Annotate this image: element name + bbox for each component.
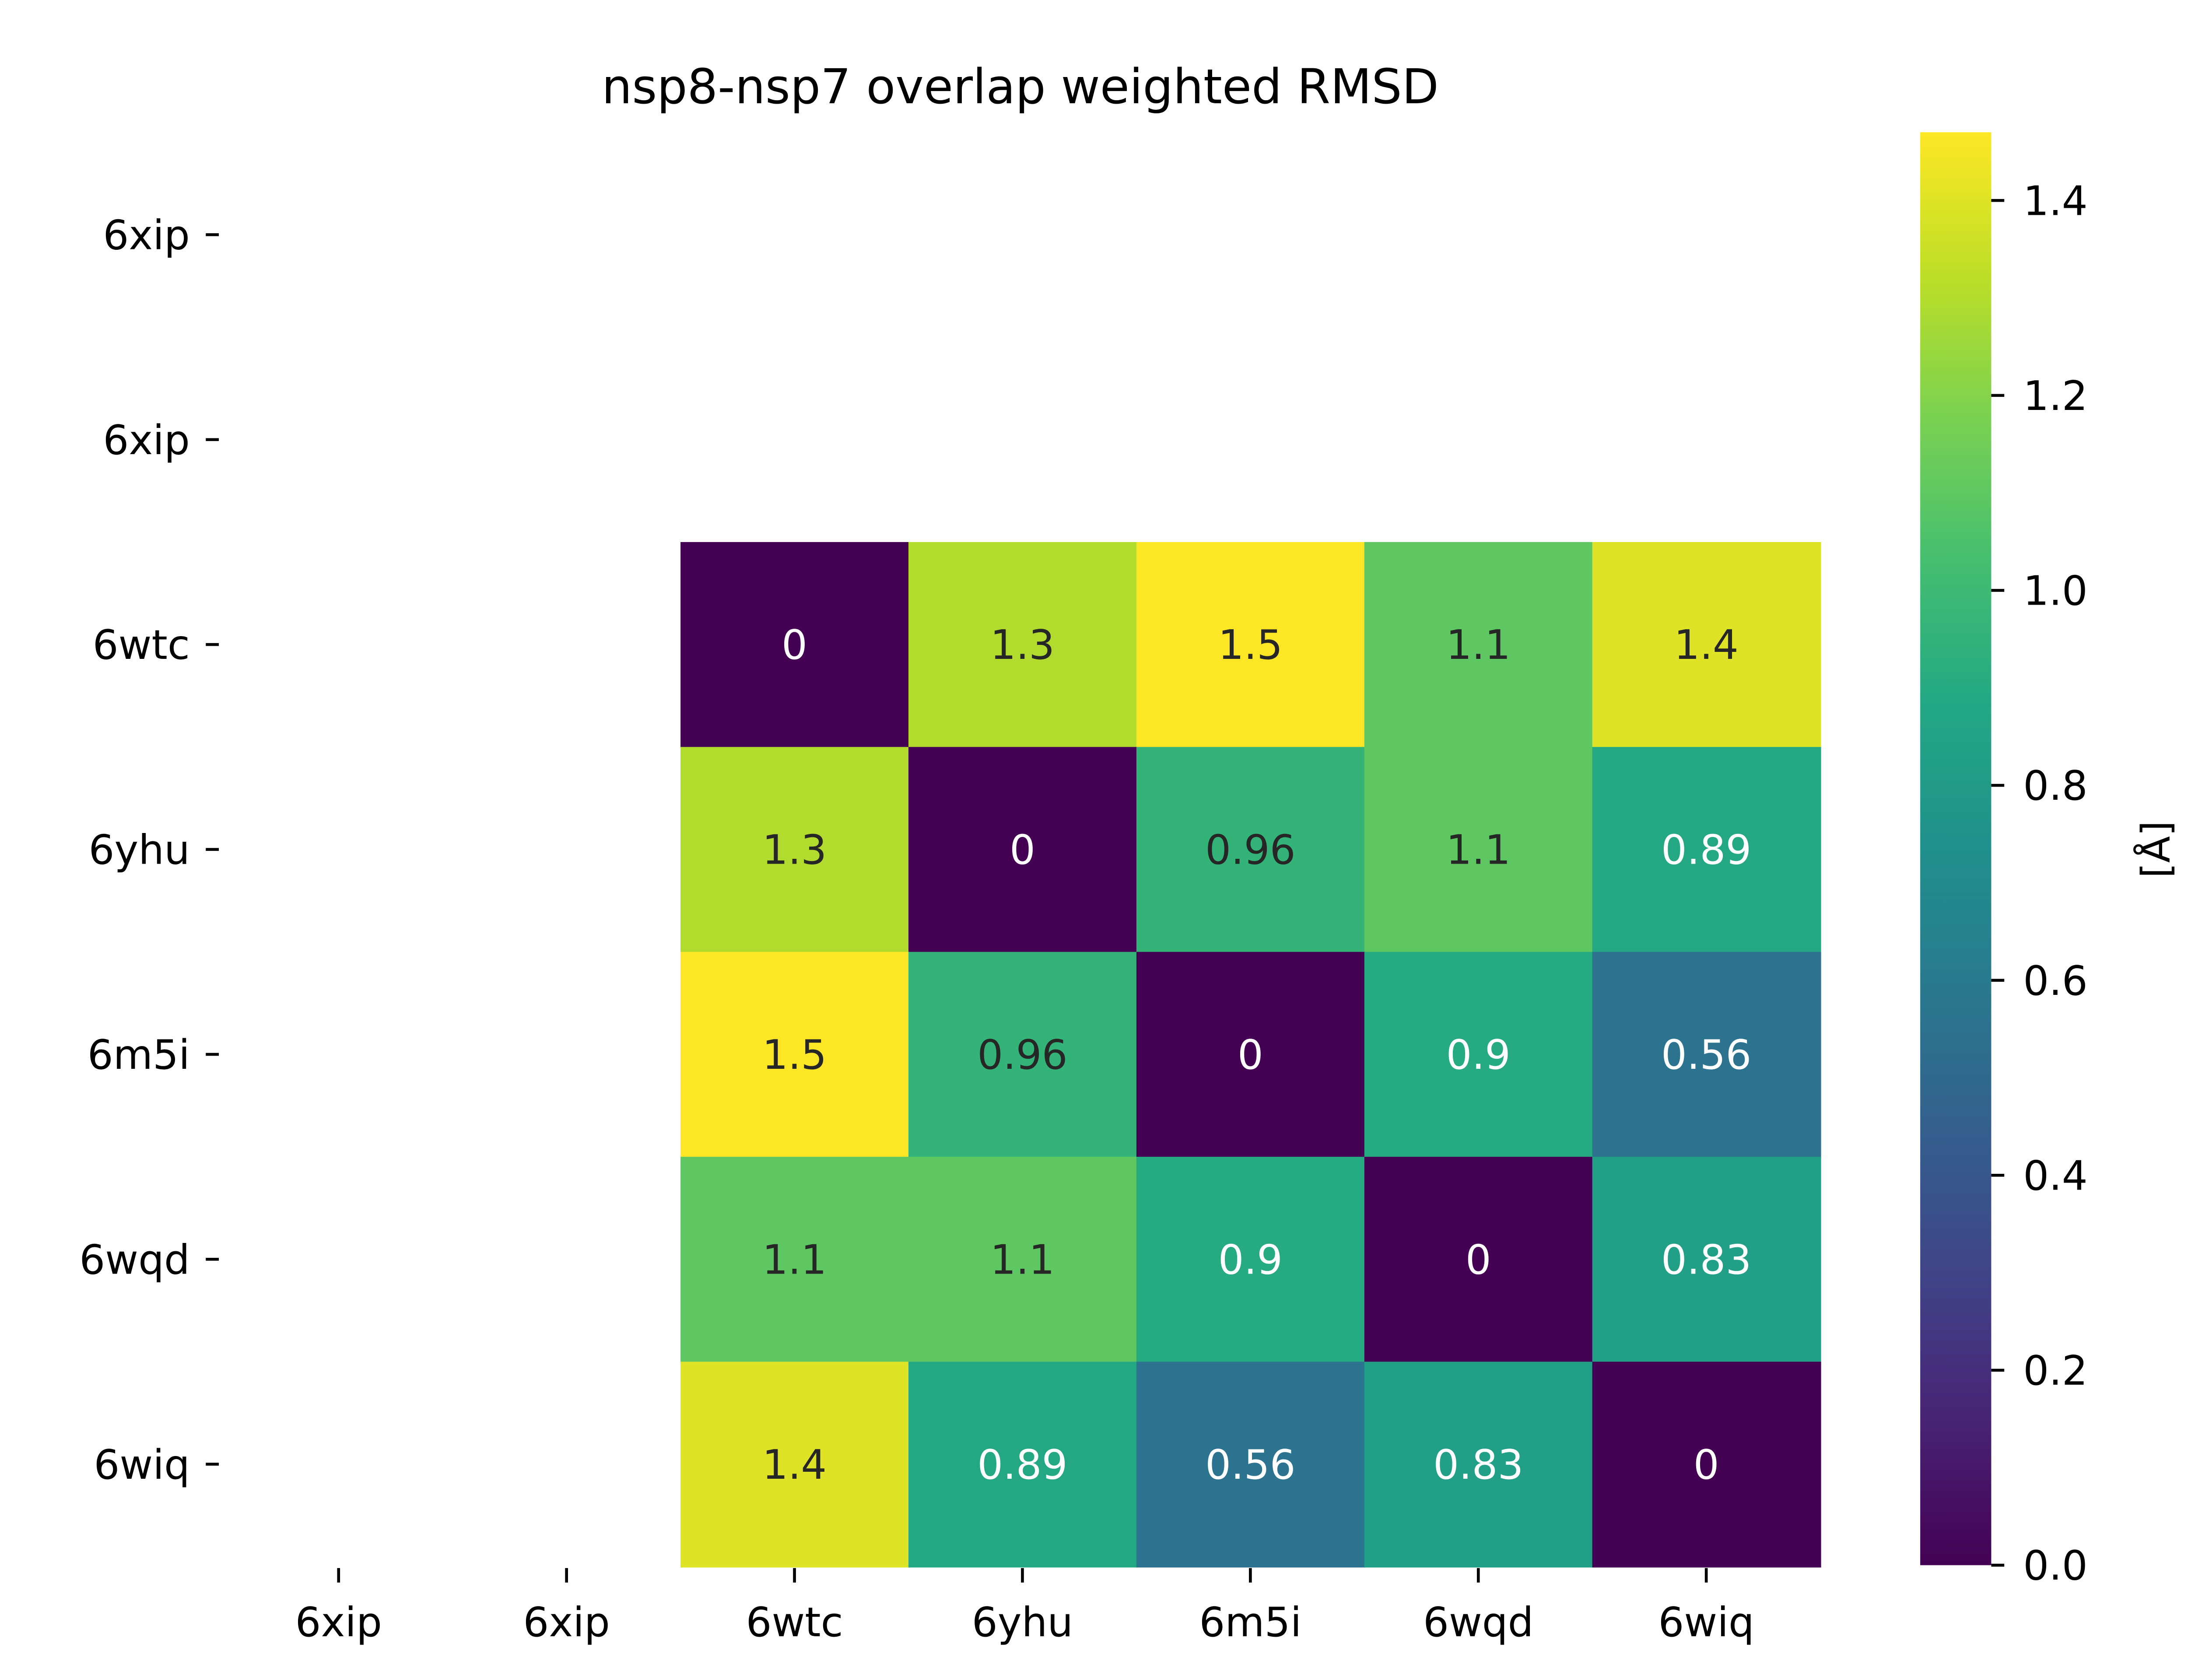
heatmap-cell xyxy=(1136,1362,1365,1568)
heatmap-cell xyxy=(1364,1157,1593,1363)
heatmap-cell xyxy=(680,952,909,1158)
heatmap-cell xyxy=(908,952,1137,1158)
cell-value-label: 0.96 xyxy=(977,1031,1067,1078)
colorbar-label: [Å] xyxy=(2133,821,2179,878)
heatmap-cell xyxy=(1136,747,1365,953)
colorbar-tick-label: 0.8 xyxy=(2023,762,2087,809)
y-tick-label: 6xip xyxy=(103,416,189,464)
cell-value-label: 0.83 xyxy=(1433,1441,1523,1488)
cell-value-label: 0 xyxy=(1010,826,1035,874)
heatmap-cell xyxy=(1364,747,1593,953)
colorbar-tick-label: 1.4 xyxy=(2023,177,2087,224)
cell-value-label: 0.9 xyxy=(1218,1236,1283,1283)
cell-value-label: 1.5 xyxy=(762,1031,827,1078)
heatmap-cell xyxy=(1364,542,1593,748)
heatmap-cell xyxy=(908,747,1137,953)
cell-value-label: 1.1 xyxy=(1446,826,1511,874)
heatmap-cell xyxy=(680,1157,909,1363)
y-tick-label: 6m5i xyxy=(88,1031,190,1078)
x-tick-label: 6xip xyxy=(523,1599,610,1646)
heatmap-cell xyxy=(1364,952,1593,1158)
colorbar-tick-label: 0.0 xyxy=(2023,1542,2087,1589)
x-tick-label: 6m5i xyxy=(1199,1599,1301,1646)
heatmap-cell xyxy=(680,542,909,748)
heatmap-cells xyxy=(680,542,1821,1568)
cell-value-label: 0 xyxy=(1466,1236,1491,1283)
heatmap-cell xyxy=(1136,542,1365,748)
heatmap-cell xyxy=(1136,1157,1365,1363)
y-tick-label: 6yhu xyxy=(88,826,189,874)
cell-value-label: 1.3 xyxy=(762,826,827,874)
x-tick-label: 6wtc xyxy=(746,1599,843,1646)
colorbar-ticks: 0.0 0.2 0.4 0.6 0.8 1.0 1.2 1.4 xyxy=(1991,177,2088,1589)
heatmap-cell xyxy=(908,1362,1137,1568)
colorbar-tick-label: 1.0 xyxy=(2023,567,2087,615)
cell-value-label: 0.89 xyxy=(977,1441,1067,1488)
cell-value-label: 1.3 xyxy=(990,621,1055,668)
cell-value-label: 0.56 xyxy=(1661,1031,1751,1078)
chart-title: nsp8-nsp7 overlap weighted RMSD xyxy=(602,59,1439,115)
y-tick-label: 6wqd xyxy=(79,1236,190,1283)
heatmap-cell-labels: 0 1.3 1.5 1.1 1.4 1.3 0 0.96 1.1 0.89 1.5 0.96 0 0.9 0… xyxy=(762,621,1752,1488)
cell-value-label: 0.9 xyxy=(1446,1031,1511,1078)
y-axis: 6xip 6xip 6wtc 6yhu 6m5i 6wqd 6wiq xyxy=(79,212,219,1488)
cell-value-label: 0.83 xyxy=(1661,1236,1751,1283)
y-tick-label: 6xip xyxy=(103,212,189,259)
y-tick-label: 6wtc xyxy=(93,621,190,668)
colorbar-tick-label: 0.6 xyxy=(2023,957,2087,1004)
heatmap-cell xyxy=(680,747,909,953)
cell-value-label: 1.5 xyxy=(1218,621,1283,668)
cell-value-label: 1.1 xyxy=(990,1236,1055,1283)
cell-value-label: 1.4 xyxy=(762,1441,827,1488)
x-tick-label: 6yhu xyxy=(972,1599,1073,1646)
cell-value-label: 0 xyxy=(1694,1441,1719,1488)
x-tick-label: 6wqd xyxy=(1423,1599,1534,1646)
heatmap-cell xyxy=(1592,747,1821,953)
cell-value-label: 0 xyxy=(1238,1031,1263,1078)
cell-value-label: 0.89 xyxy=(1661,826,1751,874)
heatmap-cell xyxy=(1136,952,1365,1158)
heatmap-cell xyxy=(680,1362,909,1568)
heatmap-cell xyxy=(908,1157,1137,1363)
x-tick-label: 6xip xyxy=(295,1599,382,1646)
colorbar-tick-label: 0.2 xyxy=(2023,1347,2087,1394)
heatmap-cell xyxy=(1592,542,1821,748)
cell-value-label: 1.4 xyxy=(1674,621,1738,668)
cell-value-label: 0.96 xyxy=(1205,826,1295,874)
heatmap-cell xyxy=(1592,1362,1821,1568)
y-tick-label: 6wiq xyxy=(94,1441,189,1488)
x-axis: 6xip 6xip 6wtc 6yhu 6m5i 6wqd 6wiq xyxy=(295,1568,1754,1646)
heatmap-cell xyxy=(1592,1157,1821,1363)
cell-value-label: 1.1 xyxy=(762,1236,827,1283)
x-tick-label: 6wiq xyxy=(1658,1599,1754,1646)
colorbar xyxy=(1920,132,1992,1565)
colorbar-tick-label: 1.2 xyxy=(2023,372,2087,420)
cell-value-label: 0.56 xyxy=(1205,1441,1295,1488)
heatmap-cell xyxy=(1592,952,1821,1158)
cell-value-label: 1.1 xyxy=(1446,621,1511,668)
heatmap-cell xyxy=(908,542,1137,748)
colorbar-tick-label: 0.4 xyxy=(2023,1152,2087,1199)
cell-value-label: 0 xyxy=(782,621,807,668)
heatmap-cell xyxy=(1364,1362,1593,1568)
